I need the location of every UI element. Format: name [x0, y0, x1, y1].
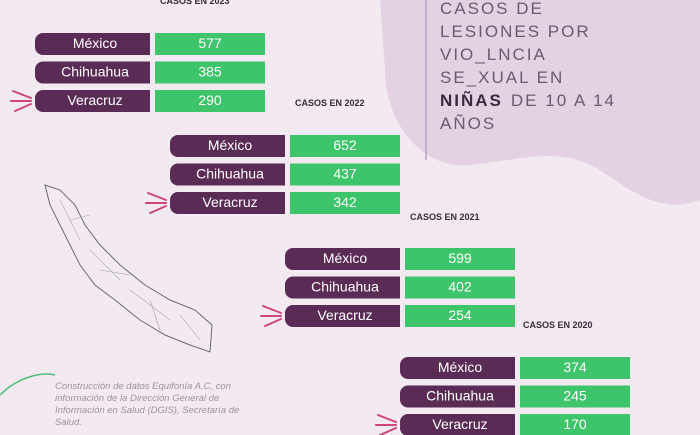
cases-value: 402 [448, 279, 472, 295]
source: Construcción de datos Equifonía A.C, con… [55, 381, 239, 428]
state-box [35, 61, 150, 84]
cases-box [520, 414, 630, 435]
title-bold: NIÑAS [440, 90, 503, 110]
state-box-edge [385, 276, 400, 299]
cases-value: 374 [563, 359, 587, 375]
state-box [170, 163, 285, 186]
title-line: NIÑAS DE 10 A 14 [440, 90, 616, 110]
state-box [400, 385, 515, 408]
title-rest: DE 10 A 14 [511, 91, 616, 110]
cases-box [520, 357, 630, 379]
accent-stroke [379, 427, 397, 435]
state-box [285, 305, 400, 327]
cases-value: 290 [198, 92, 222, 108]
groups: CASOS EN 2023 México 577 Chihuahua 385 Veracr… [10, 0, 630, 435]
accent-stroke [377, 414, 397, 423]
state-label: Chihuahua [61, 64, 129, 80]
source-line: información de la Dirección General de [55, 393, 219, 404]
cases-value: 254 [448, 307, 472, 323]
title-line: SE_XUAL EN [440, 68, 564, 87]
state-box [170, 192, 285, 214]
map-borders [59, 199, 201, 341]
state-box-edge [500, 357, 515, 379]
cases-value: 385 [198, 64, 222, 80]
group-heading: CASOS EN 2020 [523, 320, 593, 330]
source-line: Información en Salud (DGIS), Secretaría … [55, 405, 239, 416]
title-line: CASOS DE [440, 0, 544, 18]
state-box-edge [135, 90, 150, 112]
state-label: México [208, 137, 253, 153]
cases-box [405, 305, 515, 327]
title-line: LESIONES POR [440, 22, 591, 41]
cases-box [290, 163, 400, 186]
state-box-edge [270, 192, 285, 214]
cases-box [405, 248, 515, 270]
state-box [35, 33, 150, 55]
cases-value: 577 [198, 35, 222, 51]
group-heading: CASOS EN 2022 [295, 98, 365, 108]
state-box-edge [135, 33, 150, 55]
cases-value: 245 [563, 388, 587, 404]
cases-value: 342 [333, 194, 357, 210]
cases-box [290, 135, 400, 157]
accent-stroke [264, 318, 282, 327]
title-line: AÑOS [440, 114, 496, 133]
accent-stroke [262, 305, 282, 314]
state-label: México [73, 35, 118, 51]
blob [380, 0, 700, 205]
cases-box [290, 192, 400, 214]
state-box-edge [500, 385, 515, 408]
state-box [285, 276, 400, 299]
deco-line [0, 373, 56, 396]
source-line: Salud. [55, 417, 82, 428]
accent-stroke [147, 192, 167, 201]
group-heading: CASOS EN 2023 [160, 0, 230, 6]
cases-box [155, 33, 265, 55]
source-line: Construcción de datos Equifonía A.C, con [55, 381, 231, 392]
cases-box [405, 276, 515, 299]
group-heading: CASOS EN 2021 [410, 212, 480, 222]
accent-stroke [149, 205, 167, 214]
cases-value: 170 [563, 416, 587, 432]
state-box [400, 357, 515, 379]
accent-stroke [14, 103, 32, 112]
state-box [170, 135, 285, 157]
state-box-edge [385, 305, 400, 327]
state-label: Veracruz [202, 194, 257, 210]
state-box [400, 414, 515, 435]
state-box-edge [135, 61, 150, 84]
state-label: Chihuahua [311, 279, 379, 295]
state-label: Chihuahua [196, 166, 264, 182]
state-box-edge [385, 248, 400, 270]
state-label: México [323, 250, 368, 266]
cases-box [520, 385, 630, 408]
state-label: Veracruz [432, 416, 487, 432]
cases-value: 652 [333, 137, 357, 153]
state-label: Chihuahua [426, 388, 494, 404]
cases-box [155, 61, 265, 84]
accent-stroke [12, 90, 32, 99]
state-box [285, 248, 400, 270]
state-box [35, 90, 150, 112]
state-box-edge [270, 135, 285, 157]
state-label: Veracruz [317, 307, 372, 323]
state-label: Veracruz [67, 92, 122, 108]
state-box-edge [270, 163, 285, 186]
cases-value: 437 [333, 166, 357, 182]
cases-value: 599 [448, 250, 472, 266]
cases-box [155, 90, 265, 112]
title: CASOS DE LESIONES POR VIO_LNCIA SE_XUAL EN N… [440, 0, 616, 133]
state-label: México [438, 359, 483, 375]
map-veracruz [44, 184, 213, 353]
title-line: VIO_LNCIA [440, 45, 547, 64]
state-box-edge [500, 414, 515, 435]
